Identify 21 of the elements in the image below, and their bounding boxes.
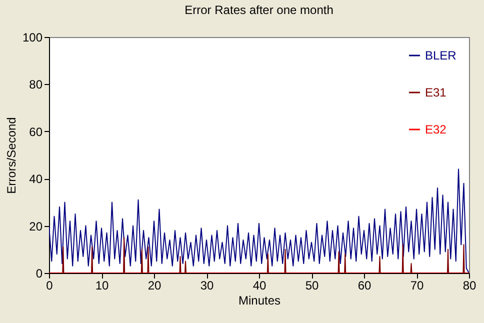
y-tick-label: 20 <box>29 219 43 234</box>
x-tick-label: 70 <box>410 278 424 292</box>
y-tick-label: 100 <box>22 30 43 44</box>
y-tick-label: 0 <box>36 266 43 280</box>
x-tick-label: 50 <box>305 278 319 292</box>
x-tick-label: 40 <box>252 278 266 292</box>
y-tick-label: 80 <box>29 78 43 92</box>
x-axis-title: Minutes <box>238 294 281 308</box>
y-axis-title: Errors/Second <box>4 117 18 194</box>
y-tick-label: 60 <box>29 124 43 139</box>
x-tick-label: 30 <box>200 278 214 292</box>
y-tick-label: 40 <box>29 172 43 186</box>
x-tick-label: 20 <box>148 278 162 292</box>
legend-label: E31 <box>425 86 447 100</box>
legend-label: BLER <box>425 48 457 62</box>
x-tick-label: 60 <box>358 278 372 292</box>
x-tick-label: 10 <box>95 278 109 292</box>
x-tick-label: 0 <box>46 278 54 292</box>
chart-title: Error Rates after one month <box>184 3 334 17</box>
legend-label: E32 <box>425 122 447 136</box>
x-tick-label: 80 <box>462 278 476 292</box>
